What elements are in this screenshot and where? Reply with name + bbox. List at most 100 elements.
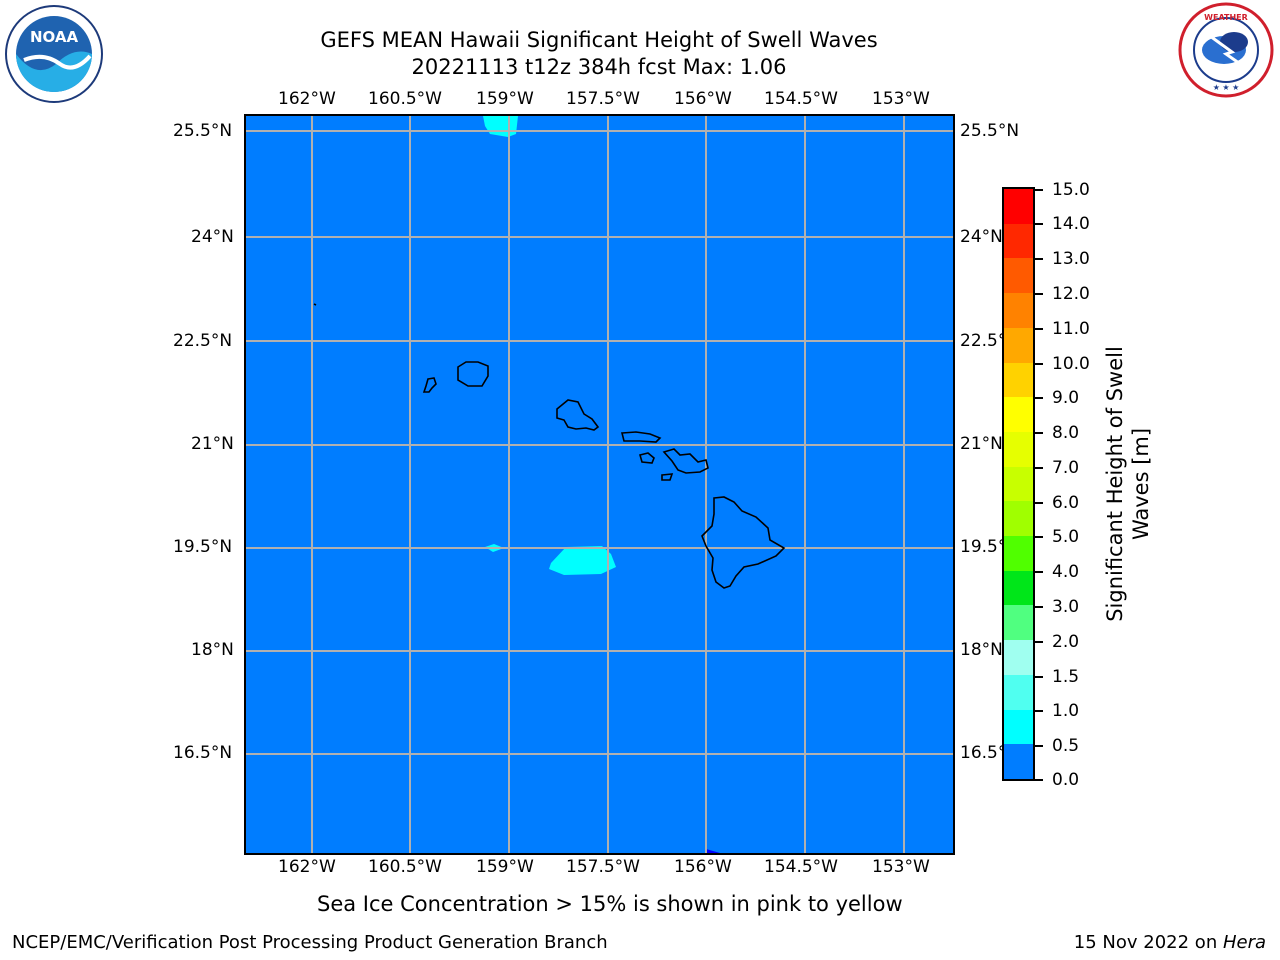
lat-label: 21°N [960,434,1003,454]
colorbar-segment [1004,466,1033,502]
lon-label: 154.5°W [764,89,838,109]
island-molokai [620,431,662,443]
island-lanai [639,452,655,464]
colorbar-segment [1004,362,1033,398]
colorbar-segment [1004,223,1033,259]
colorbar-segment [1004,189,1033,225]
cb-tick [1035,432,1043,434]
lon-label: 159°W [476,857,534,877]
lon-label: 157.5°W [566,857,640,877]
lat-label: 18°N [191,640,234,660]
cb-tick-label: 9.0 [1052,388,1080,408]
lon-label: 157.5°W [566,89,640,109]
colorbar-segment [1004,570,1033,606]
cb-tick-label: 4.0 [1052,562,1080,582]
cb-tick-label: 11.0 [1052,319,1090,339]
cb-tick [1035,571,1043,573]
cb-tick [1035,676,1043,678]
colorbar-label: Significant Height of Swell Waves [m] [1103,346,1153,622]
cb-tick [1035,606,1043,608]
cb-tick-label: 0.5 [1052,736,1080,756]
cb-tick-label: 7.0 [1052,458,1080,478]
cb-tick [1035,467,1043,469]
swell-patch [706,849,720,853]
swell-patch [549,546,616,575]
lon-label: 154.5°W [764,857,838,877]
colorbar-segment [1004,327,1033,364]
cb-tick-label: 6.0 [1052,493,1080,513]
noaa-logo-text: NOAA [30,28,79,46]
cb-tick [1035,223,1043,225]
island-hawaii [701,496,786,589]
lon-label: 156°W [674,89,732,109]
cb-tick [1035,189,1043,191]
lat-label: 24°N [191,227,234,247]
reef-dot [313,303,317,306]
colorbar-segment [1004,258,1033,294]
graticule [246,116,953,853]
island-kahoolawe [661,473,674,481]
cb-tick [1035,397,1043,399]
footer-machine: Hera [1222,932,1266,953]
cb-tick [1035,710,1043,712]
lon-label: 153°W [872,89,930,109]
colorbar-segment [1004,709,1033,745]
cb-tick-label: 8.0 [1052,423,1080,443]
cb-tick-label: 12.0 [1052,284,1090,304]
noaa-logo: NOAA [4,4,104,104]
swell-patch [483,116,518,137]
island-niihau [422,377,437,393]
colorbar-segment [1004,501,1033,537]
cb-tick-label: 1.5 [1052,667,1080,687]
island-maui [662,448,709,474]
lat-label: 24°N [960,227,1003,247]
cb-tick [1035,641,1043,643]
lon-label: 153°W [872,857,930,877]
colorbar-segment [1004,431,1033,468]
colorbar-segment [1004,674,1033,711]
coastlines [313,303,786,589]
page-title: GEFS MEAN Hawaii Significant Height of S… [320,28,878,52]
lat-label: 25.5°N [173,121,233,141]
cb-tick-label: 3.0 [1052,597,1080,617]
page-subtitle: 20221113 t12z 384h fcst Max: 1.06 [411,55,787,79]
lat-label: 16.5°N [173,743,233,763]
lat-label: 22.5°N [173,331,233,351]
cb-tick-label: 13.0 [1052,249,1090,269]
cb-tick-label: 1.0 [1052,701,1080,721]
colorbar-segment [1004,397,1033,433]
cb-tick [1035,745,1043,747]
cb-tick [1035,536,1043,538]
nws-logo: WEATHER ★ ★ ★ [1176,0,1276,100]
cb-tick [1035,293,1043,295]
lon-label: 160.5°W [368,857,442,877]
lon-label: 162°W [278,857,336,877]
lat-label: 18°N [960,640,1003,660]
cb-tick-label: 5.0 [1052,527,1080,547]
lon-label: 156°W [674,857,732,877]
svg-text:WEATHER: WEATHER [1204,13,1248,22]
footer-date: 15 Nov 2022 on Hera [1074,932,1266,954]
colorbar-segment [1004,640,1033,676]
colorbar-segment [1004,293,1033,329]
cb-tick-label: 14.0 [1052,214,1090,234]
cb-tick-label: 10.0 [1052,354,1090,374]
cb-tick [1035,779,1043,781]
cb-tick [1035,502,1043,504]
island-kauai [457,361,489,387]
footer-branch: NCEP/EMC/Verification Post Processing Pr… [12,932,608,953]
island-oahu [556,399,600,431]
cb-tick [1035,328,1043,330]
cb-tick-label: 2.0 [1052,632,1080,652]
map-panel [244,114,955,855]
lon-label: 162°W [278,89,336,109]
colorbar-segment [1004,744,1033,780]
colorbar [1002,187,1035,781]
cb-tick [1035,258,1043,260]
lat-label: 19.5°N [173,537,233,557]
cb-tick-label: 0.0 [1052,770,1080,790]
lat-label: 25.5°N [960,121,1020,141]
lon-label: 160.5°W [368,89,442,109]
lon-label: 159°W [476,89,534,109]
lat-label: 21°N [191,434,234,454]
